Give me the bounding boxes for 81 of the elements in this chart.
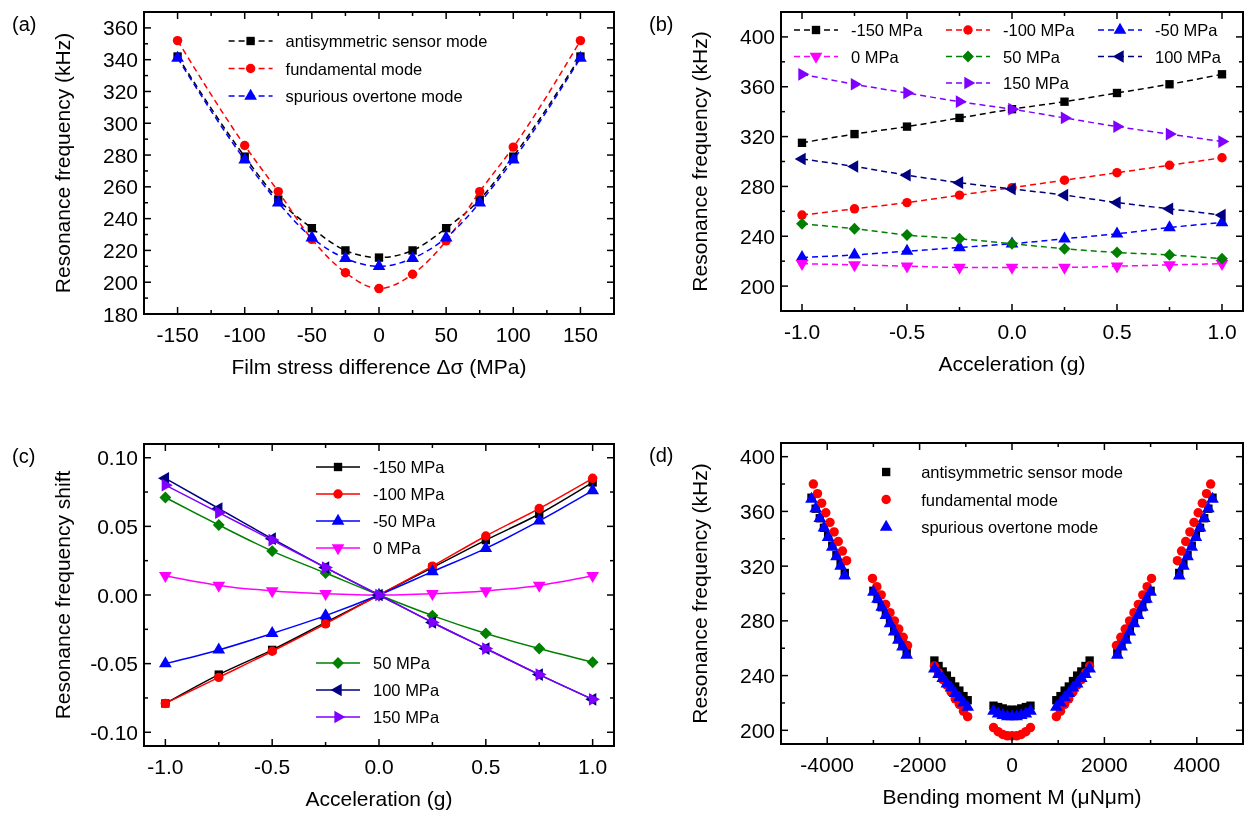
legend-label: -50 MPa (373, 512, 437, 530)
chart-title: (a) (12, 13, 37, 35)
y-tick-label: 240 (739, 224, 775, 248)
x-tick-label: 1.0 (578, 755, 608, 778)
x-tick-label: 150 (562, 323, 598, 346)
legend-label: 0 MPa (373, 539, 422, 557)
x-axis-title: Acceleration (g) (938, 352, 1086, 375)
x-tick-label: 50 (434, 323, 458, 346)
legend-label: -100 MPa (1003, 21, 1076, 39)
y-tick-label: 240 (102, 207, 138, 231)
legend-label: 150 MPa (1003, 74, 1070, 92)
legend-label: -100 MPa (373, 485, 446, 503)
x-tick-label: 2000 (1081, 753, 1128, 776)
x-axis-title: Acceleration (g) (305, 787, 453, 810)
x-tick-label: -1.0 (783, 320, 821, 343)
x-tick-label: 0.5 (1102, 320, 1132, 343)
legend-label: antisymmetric sensor mode (921, 463, 1123, 481)
chart-title: (b) (649, 13, 674, 35)
chart-title: (d) (649, 444, 674, 466)
y-tick-label: 240 (739, 664, 775, 688)
y-tick-label: 360 (102, 16, 138, 40)
y-tick-label: -0.10 (90, 720, 138, 744)
x-tick-label: 0.0 (364, 755, 394, 778)
legend-label: 0 MPa (851, 47, 900, 66)
x-tick-label: 0 (373, 323, 385, 346)
y-tick-label: 260 (102, 175, 138, 199)
x-tick-label: 4000 (1173, 753, 1221, 776)
y-tick-label: 200 (739, 274, 775, 298)
legend-label: -150 MPa (373, 458, 446, 476)
y-tick-label: 400 (739, 25, 775, 49)
x-tick-label: -4000 (800, 753, 855, 776)
x-axis-title: Bending moment M (μNμm) (882, 785, 1142, 808)
chart-title: (c) (12, 445, 36, 467)
legend-label: -150 MPa (851, 21, 924, 39)
y-tick-label: 280 (739, 174, 775, 198)
x-tick-label: -150 (156, 323, 199, 346)
y-tick-label: 220 (102, 238, 138, 262)
x-tick-label: -2000 (892, 753, 947, 776)
legend-label: 150 MPa (373, 708, 440, 726)
y-axis-title: Resonance frequency (kHz) (687, 463, 711, 724)
legend-label: -50 MPa (1155, 21, 1219, 39)
y-axis-title: Resonance frequency shift (50, 470, 74, 720)
legend-label: 100 MPa (373, 681, 440, 699)
y-tick-label: -0.05 (90, 652, 138, 676)
y-tick-label: 360 (739, 499, 775, 523)
x-tick-label: -1.0 (147, 755, 184, 778)
y-tick-label: 320 (102, 79, 138, 103)
x-tick-label: -100 (223, 323, 266, 346)
y-tick-label: 280 (739, 609, 775, 633)
x-tick-label: 100 (495, 323, 531, 346)
y-tick-label: 200 (739, 718, 775, 742)
legend-label: 100 MPa (1155, 47, 1222, 66)
y-tick-label: 280 (102, 143, 138, 167)
x-tick-label: -50 (296, 323, 328, 346)
y-tick-label: 340 (102, 48, 138, 72)
y-tick-label: 320 (739, 554, 775, 578)
y-tick-label: 360 (739, 75, 775, 99)
x-tick-label: 0 (1006, 753, 1018, 776)
x-tick-label: -0.5 (254, 755, 291, 778)
y-axis-title: Resonance frequency (kHz) (687, 31, 711, 292)
legend-label: spurious overtone mode (285, 87, 463, 105)
y-tick-label: 200 (102, 270, 138, 294)
legend-label: fundamental mode (921, 490, 1058, 509)
x-axis-title: Film stress difference Δσ (MPa) (231, 355, 527, 378)
y-tick-label: 0.10 (97, 446, 138, 470)
y-tick-label: 400 (739, 445, 775, 469)
legend-label: 50 MPa (373, 654, 431, 672)
y-tick-label: 0.00 (97, 583, 138, 607)
y-tick-label: 0.05 (97, 514, 138, 538)
legend-label: spurious overtone mode (921, 518, 1099, 536)
legend-label: 50 MPa (1003, 47, 1061, 66)
y-tick-label: 300 (102, 111, 138, 135)
x-tick-label: 1.0 (1207, 320, 1237, 343)
legend-label: antisymmetric sensor mode (285, 32, 488, 50)
y-axis-title: Resonance frequency (kHz) (50, 32, 74, 294)
legend-label: fundamental mode (285, 59, 423, 78)
x-tick-label: 0.0 (997, 320, 1027, 343)
y-tick-label: 180 (102, 302, 138, 326)
x-tick-label: 0.5 (471, 755, 501, 778)
x-tick-label: -0.5 (888, 320, 926, 343)
y-tick-label: 320 (739, 125, 775, 149)
